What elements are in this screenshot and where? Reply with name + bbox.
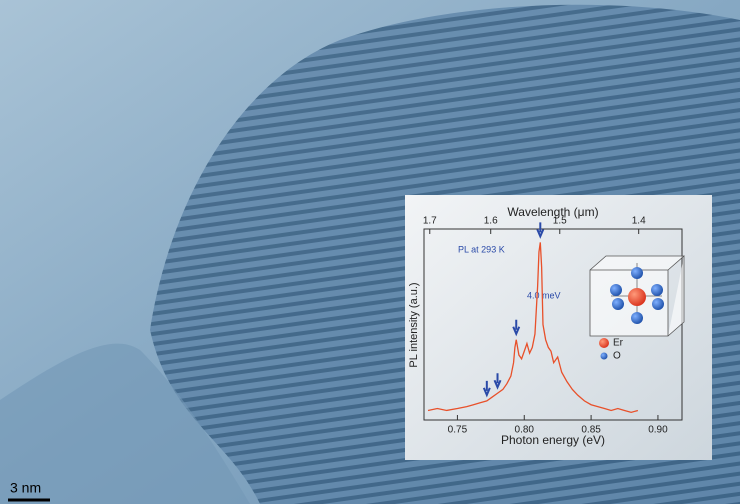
- x-tick-label: 0.90: [648, 425, 668, 436]
- x2-tick-label: 1.4: [632, 216, 646, 227]
- scale-label: 3 nm: [10, 480, 41, 496]
- image: 3 nm Wavelength (μm) Photon energy (eV) …: [0, 0, 740, 504]
- micrograph: 3 nm Wavelength (μm) Photon energy (eV) …: [0, 0, 740, 504]
- x-tick-label: 0.80: [515, 425, 535, 436]
- legend-label: Er: [613, 338, 624, 349]
- y-axis-label: PL intensity (a.u.): [408, 282, 420, 367]
- annotation: PL at 293 K: [458, 244, 505, 254]
- legend-label: O: [613, 351, 621, 362]
- x2-tick-label: 1.7: [423, 216, 437, 227]
- x2-tick-label: 1.6: [484, 216, 498, 227]
- annotation: 4.0 meV: [527, 290, 561, 300]
- x2-tick-label: 1.5: [553, 216, 567, 227]
- x-tick-label: 0.75: [448, 425, 468, 436]
- x-tick-label: 0.85: [581, 425, 601, 436]
